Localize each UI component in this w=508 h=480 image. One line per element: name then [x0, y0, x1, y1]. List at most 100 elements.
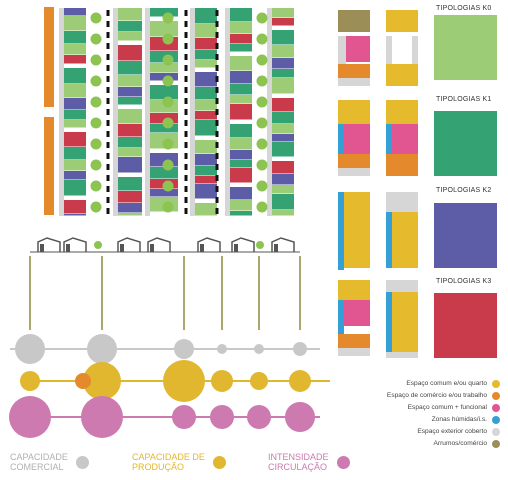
bubble [174, 339, 194, 359]
party-wall [59, 8, 64, 216]
legend-label: Zonas húmidas/i.s. [431, 416, 487, 423]
party-wall [190, 8, 195, 216]
tree [162, 201, 174, 213]
room [344, 300, 370, 326]
tree [256, 159, 268, 171]
legend-label: Espaço exterior coberto [417, 428, 487, 435]
party-wall [225, 8, 230, 216]
tree [256, 241, 264, 249]
room [386, 292, 392, 352]
site-plan [44, 7, 294, 217]
tree [90, 180, 102, 192]
housing-unit [272, 210, 294, 216]
house-section [117, 237, 141, 252]
tree [90, 117, 102, 129]
housing-unit [150, 63, 178, 73]
room [338, 78, 370, 86]
tree [256, 75, 268, 87]
housing-unit [272, 78, 294, 94]
house-door [150, 244, 154, 252]
housing-unit [272, 161, 294, 174]
typology-title-k3: TIPOLOGIAS K3 [436, 278, 492, 285]
housing-unit [118, 21, 142, 32]
legend-label: Espaço comum + funcional [407, 404, 487, 411]
room [386, 212, 392, 268]
housing-unit [118, 191, 142, 203]
room [338, 168, 370, 176]
housing-unit [64, 8, 86, 16]
housing-unit [230, 150, 252, 160]
bubble [163, 360, 205, 402]
tree [256, 12, 268, 24]
room [412, 36, 418, 64]
housing-unit [150, 85, 178, 100]
bubble [81, 396, 123, 438]
housing-unit [150, 73, 178, 81]
room [386, 100, 418, 124]
legend-dot [492, 427, 500, 436]
room [386, 10, 418, 32]
typology-title-k1: TIPOLOGIAS K1 [436, 96, 492, 103]
legend-item-common-room: Espaço comum e/ou quarto [406, 378, 500, 389]
party-wall [113, 8, 118, 216]
house-section [37, 237, 61, 252]
tree [94, 241, 102, 249]
tree [162, 138, 174, 150]
bottom-legend-commercial: CAPACIDADE COMERCIAL [10, 452, 89, 472]
housing-unit [195, 100, 217, 111]
room [392, 240, 418, 268]
housing-unit [150, 124, 178, 133]
housing-unit [230, 168, 252, 183]
house-section [197, 237, 221, 252]
typology-swatch-k3 [434, 293, 497, 358]
room [338, 334, 370, 348]
housing-unit [230, 34, 252, 44]
housing-unit [64, 68, 86, 84]
housing-unit [64, 110, 86, 120]
bottom-legend-dot [75, 455, 89, 469]
legend-dot [492, 415, 500, 424]
house-door [40, 244, 44, 252]
housing-unit [195, 72, 217, 87]
housing-unit [118, 8, 142, 21]
legend-dot [492, 439, 500, 448]
housing-unit [272, 194, 294, 210]
housing-unit [230, 138, 252, 150]
room [386, 124, 392, 154]
bubble [15, 334, 45, 364]
room [386, 154, 418, 176]
bubble [217, 344, 227, 354]
room [386, 64, 418, 86]
house-door [234, 244, 238, 252]
housing-unit [64, 16, 86, 31]
bubble [254, 344, 264, 354]
tree [256, 138, 268, 150]
housing-unit [118, 124, 142, 137]
housing-unit [150, 113, 178, 124]
housing-unit [118, 213, 142, 216]
housing-unit [118, 157, 142, 173]
legend-label: Arrumos/comércio [433, 440, 488, 447]
typology-title-k2: TIPOLOGIAS K2 [436, 187, 492, 194]
legend-dot [492, 391, 500, 400]
housing-unit [272, 69, 294, 78]
tree [90, 33, 102, 45]
housing-unit [118, 137, 142, 148]
housing-unit [195, 176, 217, 184]
housing-unit [195, 111, 217, 120]
housing-unit [272, 98, 294, 112]
tree [162, 75, 174, 87]
legend-item-wet-areas: Zonas húmidas/i.s. [432, 414, 500, 425]
housing-unit [195, 166, 217, 176]
tree [90, 12, 102, 24]
bubble [285, 402, 315, 432]
tree [256, 33, 268, 45]
housing-unit [64, 214, 86, 216]
typology-title-k0: TIPOLOGIAS K0 [436, 5, 492, 12]
housing-unit [118, 32, 142, 41]
housing-unit [118, 75, 142, 87]
typology-plans [338, 10, 418, 358]
housing-unit [230, 71, 252, 84]
housing-unit [272, 134, 294, 142]
